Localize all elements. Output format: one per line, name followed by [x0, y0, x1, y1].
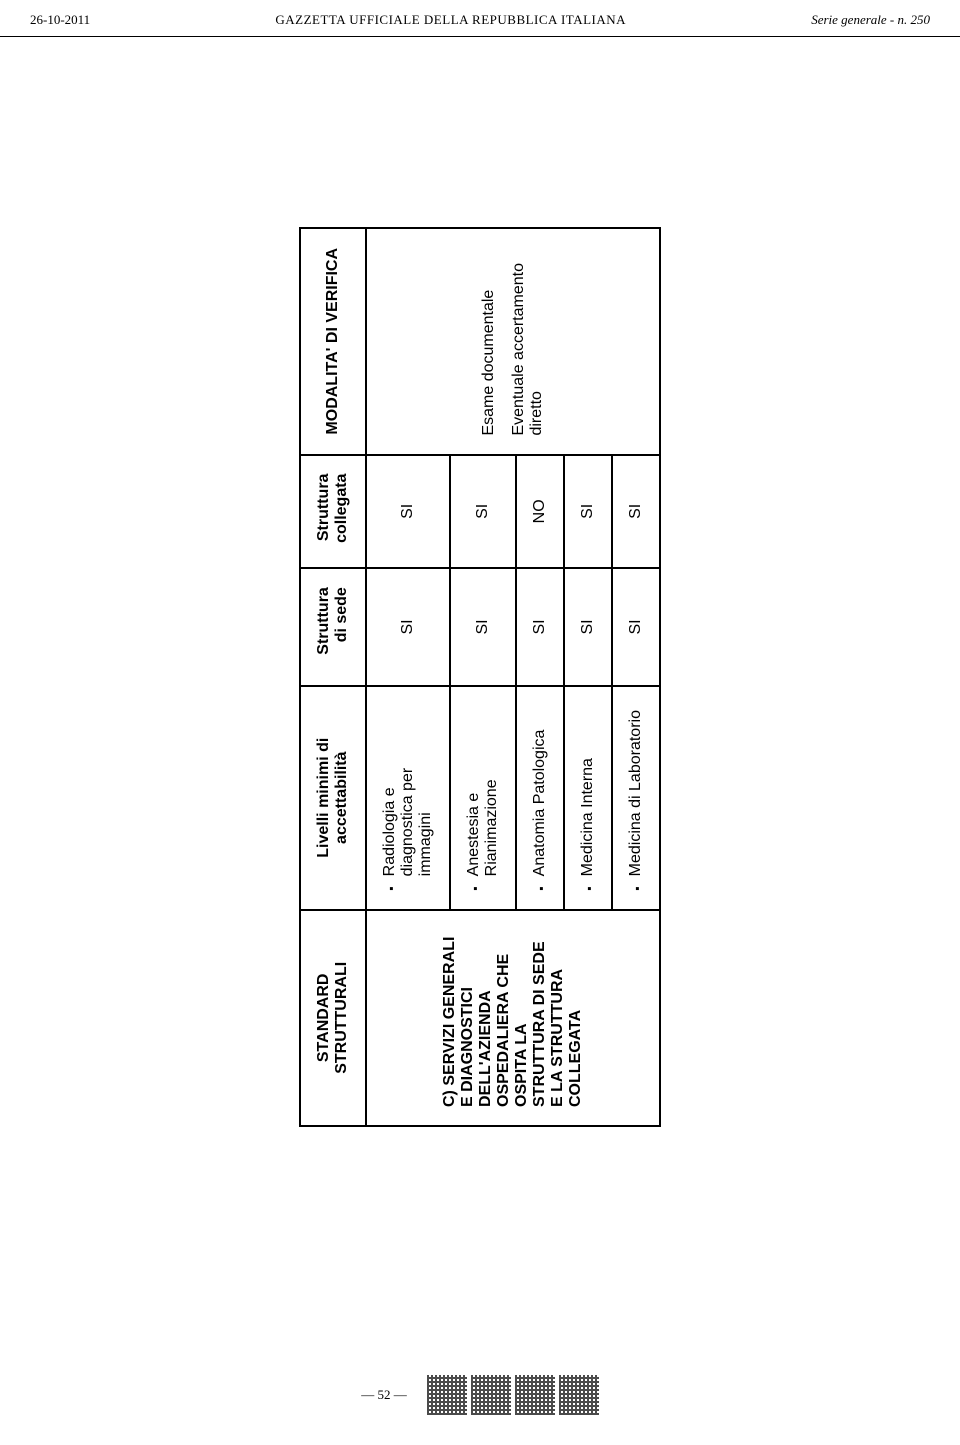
header-series: Serie generale - n. 250: [811, 12, 930, 28]
livelli-cell: Medicina Interna: [564, 686, 612, 910]
sede-cell: SI: [564, 568, 612, 686]
standard-label-cell: C) SERVIZI GENERALI E DIAGNOSTICI DELL'A…: [366, 910, 660, 1126]
livelli-cell: Anestesia e Rianimazione: [450, 686, 516, 910]
qr-code-icon: [515, 1375, 555, 1415]
collegata-cell: SI: [612, 455, 660, 569]
collegata-cell: SI: [366, 455, 450, 569]
livelli-text: Anestesia e Rianimazione: [465, 705, 501, 877]
sede-cell: SI: [366, 568, 450, 686]
header-collegata: Struttura collegata: [300, 455, 366, 569]
table-header-row: STANDARD STRUTTURALI Livelli minimi di a…: [300, 228, 366, 1126]
livelli-text: Anatomia Patologica: [531, 730, 549, 877]
sede-cell: SI: [612, 568, 660, 686]
table-row: C) SERVIZI GENERALI E DIAGNOSTICI DELL'A…: [366, 228, 450, 1126]
collegata-cell: SI: [450, 455, 516, 569]
sede-cell: SI: [450, 568, 516, 686]
livelli-text: Medicina di Laboratorio: [627, 710, 645, 876]
header-livelli: Livelli minimi di accettabilità: [300, 686, 366, 910]
header-modalita: MODALITA' DI VERIFICA: [300, 228, 366, 455]
header-sede: Struttura di sede: [300, 568, 366, 686]
header-date: 26-10-2011: [30, 12, 90, 28]
sede-cell: SI: [516, 568, 564, 686]
page-number: — 52 —: [361, 1387, 407, 1403]
standards-table: STANDARD STRUTTURALI Livelli minimi di a…: [299, 227, 661, 1127]
qr-code-icon: [471, 1375, 511, 1415]
qr-code-icon: [559, 1375, 599, 1415]
qr-code-group: [427, 1375, 599, 1415]
livelli-text: Radiologia e diagnostica per immagini: [381, 705, 435, 877]
rotated-wrapper: STANDARD STRUTTURALI Livelli minimi di a…: [299, 227, 661, 1127]
content-area: STANDARD STRUTTURALI Livelli minimi di a…: [0, 37, 960, 1297]
livelli-text: Medicina Interna: [579, 758, 597, 876]
collegata-cell: SI: [564, 455, 612, 569]
qr-code-icon: [427, 1375, 467, 1415]
document-header: 26-10-2011 GAZZETTA UFFICIALE DELLA REPU…: [0, 0, 960, 37]
livelli-cell: Medicina di Laboratorio: [612, 686, 660, 910]
collegata-cell: NO: [516, 455, 564, 569]
document-footer: — 52 —: [0, 1375, 960, 1415]
modalita-cell: Esame documentale Eventuale accertamento…: [366, 228, 660, 455]
header-standard: STANDARD STRUTTURALI: [300, 910, 366, 1126]
table-container: STANDARD STRUTTURALI Livelli minimi di a…: [30, 77, 930, 1277]
livelli-cell: Radiologia e diagnostica per immagini: [366, 686, 450, 910]
header-title: GAZZETTA UFFICIALE DELLA REPUBBLICA ITAL…: [275, 12, 626, 28]
livelli-cell: Anatomia Patologica: [516, 686, 564, 910]
modalita-line2: Eventuale accertamento diretto: [510, 247, 546, 436]
modalita-line1: Esame documentale: [480, 247, 498, 436]
